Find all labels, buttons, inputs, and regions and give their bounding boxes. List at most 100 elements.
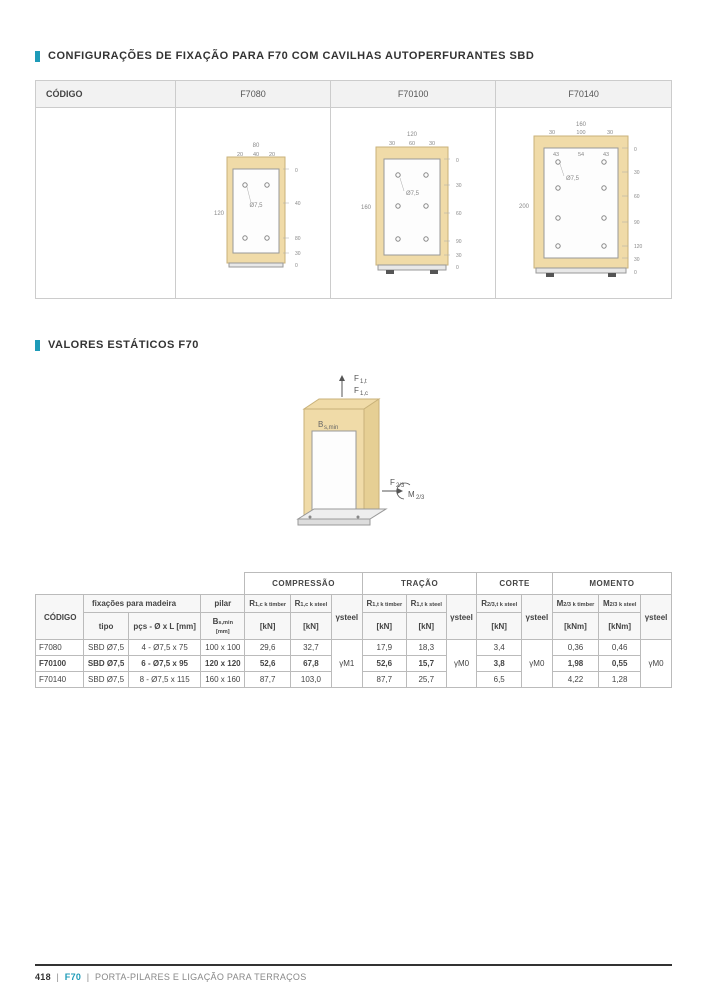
svg-text:B: B (318, 420, 323, 429)
hdr-ysteel2: γsteel (446, 595, 477, 640)
svg-text:80: 80 (253, 143, 260, 149)
footer-text: PORTA-PILARES E LIGAÇÃO PARA TERRAÇOS (95, 972, 307, 982)
group-corte: CORTE (477, 573, 552, 595)
svg-text:0: 0 (295, 168, 298, 174)
svg-text:1,t: 1,t (360, 379, 367, 385)
hdr-kn4: [kN] (406, 613, 446, 640)
svg-text:90: 90 (456, 239, 462, 245)
hdr-ysteel1: γsteel (331, 595, 362, 640)
hdr-r1cs: R1,c k steel (290, 595, 331, 613)
svg-text:Ø7,5: Ø7,5 (406, 191, 420, 197)
hdr-kn3: [kN] (362, 613, 406, 640)
svg-text:43: 43 (603, 152, 609, 158)
svg-text:0: 0 (456, 265, 459, 271)
hdr-kn1: [kN] (245, 613, 291, 640)
hdr-m23s: M2/3 k steel (599, 595, 641, 613)
config-col-2: F70140 (496, 81, 672, 108)
section2-title: VALORES ESTÁTICOS F70 (35, 339, 672, 351)
svg-text:60: 60 (456, 211, 462, 217)
page-footer: 418 | F70 | PORTA-PILARES E LIGAÇÃO PARA… (35, 964, 672, 982)
diagram-f70140: Ø7,5 160 30 100 30 43 54 43 200 0 30 60 (496, 108, 672, 299)
diagram-f70100: Ø7,5 120 30 60 30 160 0 30 60 90 30 0 (330, 108, 495, 299)
section1-title: CONFIGURAÇÕES DE FIXAÇÃO PARA F70 COM CA… (35, 50, 672, 62)
group-tracao: TRAÇÃO (362, 573, 477, 595)
gamma-m0b: γM0 (521, 640, 552, 688)
svg-text:M: M (408, 490, 415, 499)
svg-text:40: 40 (253, 152, 259, 158)
svg-text:2/3: 2/3 (416, 495, 425, 501)
hdr-ysteel4: γsteel (641, 595, 672, 640)
svg-text:Ø7,5: Ø7,5 (566, 176, 580, 182)
svg-text:30: 30 (456, 183, 462, 189)
row-f7080: F7080 SBD Ø7,5 4 - Ø7,5 x 75 100 x 100 2… (36, 640, 672, 656)
svg-text:60: 60 (634, 194, 640, 200)
vals-fix-hdr: fixações para madeira (84, 595, 201, 613)
svg-text:54: 54 (578, 152, 584, 158)
hdr-r1ts: R1,t k steel (406, 595, 446, 613)
svg-text:30: 30 (295, 251, 301, 257)
gamma-m0c: γM0 (641, 640, 672, 688)
svg-text:120: 120 (214, 211, 225, 217)
svg-text:100: 100 (576, 130, 585, 136)
svg-text:F: F (354, 374, 359, 383)
svg-text:43: 43 (553, 152, 559, 158)
section1-title-text: CONFIGURAÇÕES DE FIXAÇÃO PARA F70 COM CA… (48, 50, 534, 62)
svg-text:30: 30 (607, 130, 613, 136)
svg-text:160: 160 (361, 205, 372, 211)
hdr-kn2: [kN] (290, 613, 331, 640)
svg-text:40: 40 (295, 201, 301, 207)
hdr-tipo: tipo (84, 613, 129, 640)
group-momento: MOMENTO (552, 573, 671, 595)
svg-text:80: 80 (295, 236, 301, 242)
title-marker-2 (35, 340, 40, 351)
svg-text:F: F (354, 386, 359, 395)
hdr-knm1: [kNm] (552, 613, 598, 640)
vals-pilar-hdr: pilar (201, 595, 245, 613)
footer-page: 418 (35, 972, 51, 982)
svg-text:30: 30 (549, 130, 555, 136)
config-empty-cell (36, 108, 176, 299)
gamma-m1: γM1 (331, 640, 362, 688)
config-table: CÓDIGO F7080 F70100 F70140 Ø7,5 80 20 (35, 80, 672, 299)
svg-text:1,c: 1,c (360, 391, 368, 397)
svg-text:s,min: s,min (324, 425, 338, 431)
hdr-m23t: M2/3 k timber (552, 595, 598, 613)
svg-text:20: 20 (269, 152, 275, 158)
vals-table: COMPRESSÃO TRAÇÃO CORTE MOMENTO CÓDIGO f… (35, 572, 672, 688)
hdr-r23: R2/3,t k steel (477, 595, 522, 613)
svg-text:30: 30 (389, 141, 395, 147)
group-compressao: COMPRESSÃO (245, 573, 362, 595)
hdr-kn5: [kN] (477, 613, 522, 640)
hdr-r1ct: R1,c k timber (245, 595, 291, 613)
hdr-r1tt: R1,t k timber (362, 595, 406, 613)
hdr-bsmin: Bs,min[mm] (201, 613, 245, 640)
svg-text:30: 30 (429, 141, 435, 147)
svg-text:20: 20 (237, 152, 243, 158)
config-code-header: CÓDIGO (36, 81, 176, 108)
svg-text:30: 30 (634, 257, 640, 263)
hdr-ysteel3: γsteel (521, 595, 552, 640)
config-col-1: F70100 (330, 81, 495, 108)
svg-text:Ø7,5: Ø7,5 (249, 203, 263, 209)
diagram-f7080: Ø7,5 80 20 40 20 120 0 40 80 30 0 (176, 108, 331, 299)
svg-text:F: F (390, 478, 395, 487)
svg-text:120: 120 (407, 132, 418, 138)
svg-text:0: 0 (456, 158, 459, 164)
svg-text:0: 0 (295, 263, 298, 269)
static-diagram: Bs,min F1,t F1,c F2/3 M2/3 (35, 369, 672, 552)
title-marker (35, 51, 40, 62)
svg-text:60: 60 (409, 141, 415, 147)
svg-text:30: 30 (456, 253, 462, 259)
svg-text:0: 0 (634, 147, 637, 153)
svg-text:30: 30 (634, 170, 640, 176)
config-col-0: F7080 (176, 81, 331, 108)
svg-text:120: 120 (634, 244, 643, 250)
vals-code-hdr: CÓDIGO (36, 595, 84, 640)
hdr-pcs: pçs - Ø x L [mm] (129, 613, 201, 640)
gamma-m0a: γM0 (446, 640, 477, 688)
footer-product: F70 (65, 972, 81, 982)
section2-title-text: VALORES ESTÁTICOS F70 (48, 339, 199, 351)
svg-text:200: 200 (519, 204, 530, 210)
svg-text:160: 160 (576, 122, 587, 128)
svg-text:0: 0 (634, 270, 637, 276)
